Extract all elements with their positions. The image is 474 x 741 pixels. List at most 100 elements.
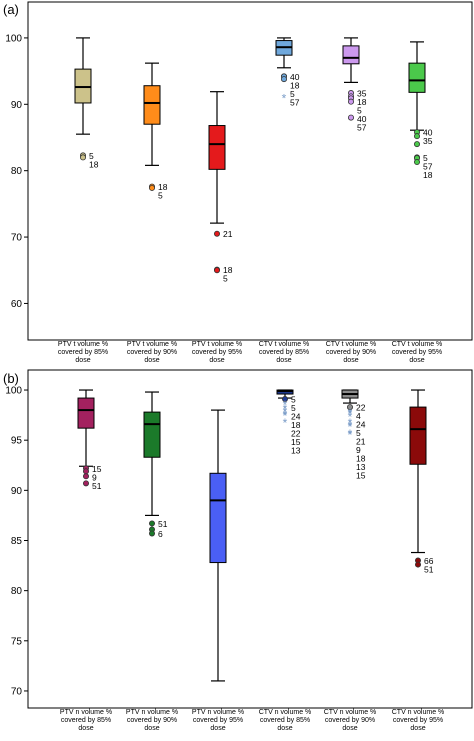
outlier-label: 18 [223, 265, 233, 275]
outlier-extreme: * [348, 407, 353, 421]
outlier-extreme: * [283, 416, 288, 430]
box-group [209, 409, 227, 682]
iqr-box [209, 472, 227, 564]
category-label: dose [210, 725, 225, 732]
y-tick-label: 80 [11, 166, 23, 177]
box-group: 516 [143, 391, 168, 539]
category-label: CTV n volume % [324, 709, 377, 716]
category-label: covered by 90% [325, 717, 375, 724]
category-label: covered by 95% [193, 717, 243, 724]
category-label: covered by 95% [392, 349, 442, 356]
outlier-label: 5 [290, 89, 295, 99]
outlier-extreme: * [348, 416, 353, 430]
category-label: PTV n volume % [60, 709, 112, 716]
category-label: covered by 95% [192, 349, 242, 356]
y-tick-label: 75 [11, 636, 23, 647]
outlier-label: 24 [356, 420, 366, 430]
category-label: covered by 85% [260, 717, 310, 724]
outlier-label: 5 [291, 395, 296, 405]
outlier-label: 40 [423, 128, 433, 138]
outlier-extreme: * [282, 92, 287, 106]
outlier-label: 66 [424, 556, 434, 566]
outlier-extreme: * [348, 420, 353, 434]
iqr-box [409, 406, 427, 465]
iqr-box [276, 389, 294, 395]
category-label: dose [410, 725, 425, 732]
outlier-label: 18 [290, 80, 300, 90]
category-label: covered by 85% [259, 349, 309, 356]
outlier-label: 9 [356, 445, 361, 455]
outlier-extreme: * [348, 427, 353, 441]
y-tick-label: 95 [11, 436, 23, 447]
outlier-label: 18 [356, 454, 366, 464]
category-label: covered by 85% [58, 349, 108, 356]
outlier-label: 57 [290, 97, 300, 107]
outlier-point [83, 480, 90, 487]
category-label: CTV t volume % [392, 341, 443, 348]
outlier-label: 13 [291, 446, 301, 456]
outlier-label: 35 [357, 89, 367, 99]
category-label: dose [276, 357, 291, 364]
outlier-label: 21 [223, 229, 233, 239]
box-group: 5* 5*24*18*22*15*13 [276, 389, 301, 456]
outlier-label: 15 [356, 471, 366, 481]
outlier-point [148, 184, 155, 191]
category-label: covered by 90% [127, 717, 177, 724]
outlier-label: 51 [158, 519, 168, 529]
outlier-label: 15 [92, 464, 102, 474]
category-label: covered by 90% [127, 349, 177, 356]
outlier-label: 5 [291, 403, 296, 413]
category-label: dose [144, 357, 159, 364]
box-group: 518 [74, 37, 99, 169]
panel-label: (a) [3, 2, 19, 17]
panel-label: (b) [3, 371, 19, 386]
outlier-point [213, 230, 220, 237]
iqr-box [208, 125, 226, 170]
outlier-label: 18 [423, 170, 433, 180]
y-tick-label: 90 [11, 486, 23, 497]
outlier-label: 13 [356, 462, 366, 472]
category-label: dose [342, 725, 357, 732]
outlier-label: 22 [356, 403, 366, 413]
outlier-label: 5 [158, 191, 163, 201]
iqr-box [342, 45, 360, 65]
iqr-box [77, 397, 95, 429]
outlier-label: 4 [356, 411, 361, 421]
category-label: PTV n volume % [192, 709, 244, 716]
y-tick-label: 85 [11, 536, 23, 547]
outlier-extreme: * [348, 428, 353, 442]
category-label: CTV n volume % [259, 709, 312, 716]
outlier-extreme: * [348, 406, 353, 420]
iqr-box [143, 85, 161, 125]
category-label: covered by 90% [326, 349, 376, 356]
outlier-extreme: * [348, 419, 353, 433]
outlier-label: 15 [291, 437, 301, 447]
outlier-label: 18 [89, 159, 99, 169]
outlier-point [213, 267, 220, 274]
outlier-label: 6 [158, 529, 163, 539]
plot-frame [27, 1, 473, 341]
outlier-label: 51 [92, 481, 102, 491]
outlier-label: 5 [357, 106, 362, 116]
outlier-point [80, 154, 87, 161]
outlier-label: 40 [290, 72, 300, 82]
outlier-point [347, 114, 354, 121]
category-label: dose [343, 357, 358, 364]
outlier-point [413, 141, 420, 148]
category-label: PTV t volume % [192, 341, 242, 348]
outlier-point [346, 404, 353, 411]
outlier-point [347, 98, 354, 105]
y-tick-label: 100 [5, 33, 22, 44]
category-label: dose [409, 357, 424, 364]
y-tick-label: 70 [11, 686, 23, 697]
y-tick-label: 60 [11, 299, 23, 310]
outlier-extreme: * [348, 410, 353, 424]
outlier-label: 5 [89, 151, 94, 161]
outlier-label: 21 [356, 437, 366, 447]
